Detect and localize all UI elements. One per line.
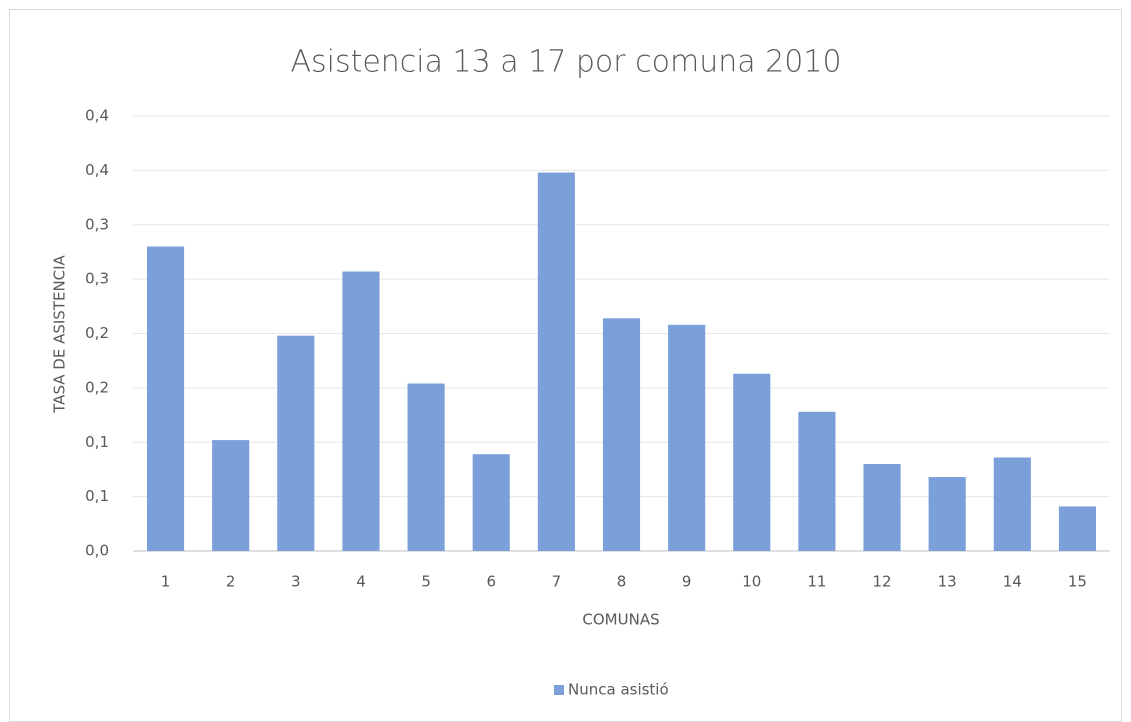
bar [993,457,1031,551]
bar [798,411,836,551]
x-tick-label: 1 [161,573,171,591]
x-tick-label: 3 [291,573,301,591]
x-tick-label: 5 [421,573,431,591]
bar [407,383,445,551]
legend-label: Nunca asistió [568,681,669,699]
bar [733,373,771,551]
x-axis-label: COMUNAS [582,611,659,629]
bar [212,440,250,551]
x-tick-label: 6 [486,573,496,591]
y-tick-label: 0,1 [85,487,109,505]
y-axis-label: TASA DE ASISTENCIA [51,254,69,413]
y-tick-label: 0,4 [85,107,109,125]
bar [342,271,380,551]
y-tick-label: 0,2 [85,378,109,396]
x-tick-label: 11 [807,573,826,591]
bar [1058,506,1096,551]
chart-title: Asistencia 13 a 17 por comuna 2010 [290,45,841,80]
x-tick-label: 10 [742,573,761,591]
y-tick-label: 0,0 [85,542,109,560]
x-tick-label: 12 [872,573,891,591]
x-tick-label: 7 [552,573,562,591]
y-tick-label: 0,1 [85,433,109,451]
x-tick-label: 8 [617,573,627,591]
bar [928,477,966,551]
y-tick-label: 0,4 [85,161,109,179]
x-tick-label: 2 [226,573,236,591]
bar [602,318,641,551]
y-tick-label: 0,3 [85,215,109,233]
bar [668,324,706,551]
y-tick-label: 0,2 [85,324,109,342]
bar [863,464,901,551]
y-tick-label: 0,3 [85,270,109,288]
x-tick-label: 9 [682,573,692,591]
x-tick-label: 15 [1068,573,1087,591]
bar [147,246,185,551]
bar [277,335,315,551]
bar [537,172,575,552]
x-tick-label: 14 [1003,573,1022,591]
legend-swatch [554,685,564,695]
x-tick-label: 13 [938,573,957,591]
x-tick-label: 4 [356,573,366,591]
bar [472,454,510,551]
